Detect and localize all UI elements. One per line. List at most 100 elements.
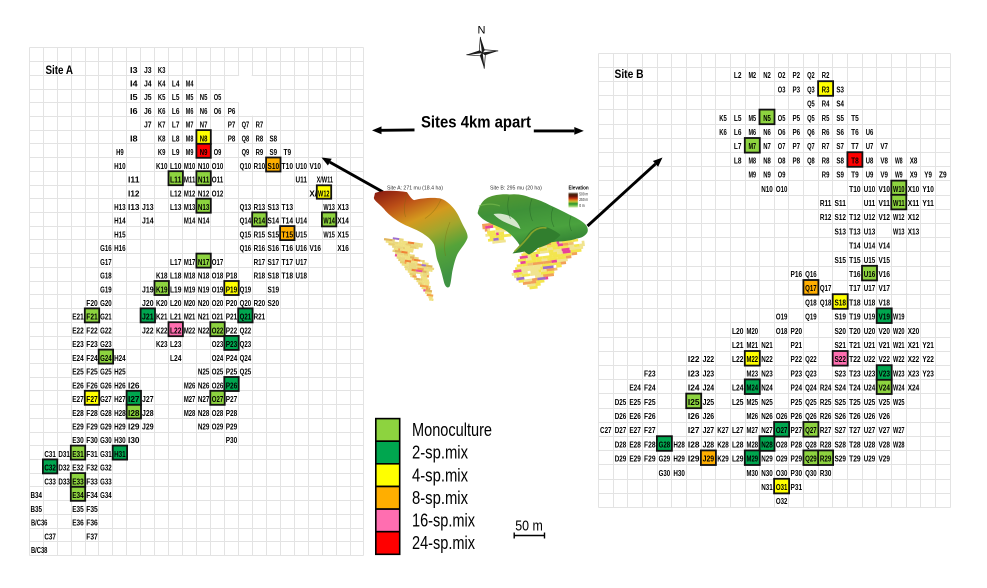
svg-text:M5: M5 (749, 114, 757, 123)
svg-text:E35: E35 (72, 505, 84, 514)
svg-text:T16: T16 (282, 244, 294, 253)
svg-text:T21: T21 (849, 341, 861, 350)
svg-text:B34: B34 (30, 491, 42, 500)
svg-text:V10: V10 (309, 162, 321, 171)
svg-text:S29: S29 (834, 455, 846, 464)
svg-text:I24: I24 (688, 384, 700, 393)
svg-text:J29: J29 (703, 455, 715, 464)
svg-text:F25: F25 (86, 368, 98, 377)
svg-text:2-sp.mix: 2-sp.mix (412, 442, 469, 463)
svg-text:M17: M17 (184, 258, 196, 267)
svg-text:O27: O27 (776, 426, 788, 435)
svg-text:T27: T27 (849, 426, 861, 435)
svg-text:L22: L22 (732, 355, 744, 364)
svg-text:Site B: 295 mu (20 ha): Site B: 295 mu (20 ha) (490, 186, 542, 192)
svg-text:P27: P27 (791, 426, 803, 435)
svg-text:M12: M12 (184, 189, 196, 198)
svg-text:P21: P21 (791, 341, 803, 350)
svg-text:T22: T22 (849, 355, 861, 364)
svg-text:E26: E26 (629, 412, 641, 421)
svg-text:Q8: Q8 (807, 156, 815, 165)
svg-text:U13: U13 (864, 227, 876, 236)
svg-text:R2: R2 (822, 71, 830, 80)
svg-text:M9: M9 (749, 171, 757, 180)
svg-text:F36: F36 (86, 519, 98, 528)
svg-text:V8: V8 (880, 156, 888, 165)
svg-text:R8: R8 (822, 156, 830, 165)
svg-text:F37: F37 (86, 532, 98, 541)
svg-text:O7: O7 (778, 142, 786, 151)
svg-text:S12: S12 (834, 213, 846, 222)
svg-text:I6: I6 (130, 107, 138, 116)
svg-text:O18: O18 (212, 272, 224, 281)
svg-text:U11: U11 (295, 176, 307, 185)
svg-text:P30: P30 (226, 436, 238, 445)
svg-text:F34: F34 (86, 491, 98, 500)
svg-text:O8: O8 (778, 156, 786, 165)
svg-text:G17: G17 (100, 258, 112, 267)
svg-text:R29: R29 (820, 455, 832, 464)
svg-text:M4: M4 (186, 80, 194, 89)
svg-text:K28: K28 (717, 440, 729, 449)
svg-text:J4: J4 (144, 80, 152, 89)
svg-text:S26: S26 (834, 412, 846, 421)
svg-text:O20: O20 (212, 299, 224, 308)
svg-text:L6: L6 (734, 128, 742, 137)
svg-text:H27: H27 (114, 395, 126, 404)
svg-text:P20: P20 (791, 327, 803, 336)
svg-text:R26: R26 (820, 412, 832, 421)
svg-text:R4: R4 (822, 100, 830, 109)
svg-text:Sites 4km apart: Sites 4km apart (421, 114, 531, 132)
svg-text:L2: L2 (734, 71, 742, 80)
svg-text:Q29: Q29 (805, 455, 817, 464)
svg-text:Q9: Q9 (242, 148, 250, 157)
svg-text:L21: L21 (170, 313, 182, 322)
svg-text:Z9: Z9 (939, 171, 947, 180)
svg-text:L7: L7 (734, 142, 742, 151)
svg-text:24-sp.mix: 24-sp.mix (412, 532, 476, 553)
svg-text:N31: N31 (761, 483, 773, 492)
svg-text:R28: R28 (820, 440, 832, 449)
svg-text:F28: F28 (644, 440, 656, 449)
svg-text:P16: P16 (791, 270, 803, 279)
svg-text:H26: H26 (114, 381, 126, 390)
svg-text:N25: N25 (761, 398, 773, 407)
svg-text:T17: T17 (849, 284, 861, 293)
svg-text:U26: U26 (864, 412, 876, 421)
svg-text:M13: M13 (184, 203, 196, 212)
svg-text:P18: P18 (226, 272, 238, 281)
svg-text:J27: J27 (142, 395, 154, 404)
svg-text:O32: O32 (776, 497, 788, 506)
svg-text:S24: S24 (834, 384, 846, 393)
svg-text:F31: F31 (86, 450, 98, 459)
svg-text:X15: X15 (337, 230, 349, 239)
svg-text:P26: P26 (226, 381, 238, 390)
svg-text:S9: S9 (836, 171, 844, 180)
svg-text:J22: J22 (703, 355, 715, 364)
svg-text:O23: O23 (212, 340, 224, 349)
svg-text:X12: X12 (908, 213, 920, 222)
svg-text:F25: F25 (644, 398, 656, 407)
svg-text:N7: N7 (763, 142, 771, 151)
svg-text:J26: J26 (703, 412, 715, 421)
svg-text:I29: I29 (688, 455, 700, 464)
svg-text:S19: S19 (268, 285, 280, 294)
svg-text:Monoculture: Monoculture (412, 419, 492, 440)
svg-text:T8: T8 (851, 156, 859, 165)
svg-text:S13: S13 (834, 227, 846, 236)
svg-text:Q5: Q5 (807, 100, 815, 109)
svg-text:G20: G20 (100, 299, 112, 308)
svg-text:Q10: Q10 (240, 162, 252, 171)
svg-text:N: N (478, 25, 486, 37)
svg-text:M25: M25 (747, 398, 759, 407)
svg-text:B/C38: B/C38 (31, 546, 48, 555)
svg-text:Q25: Q25 (805, 398, 817, 407)
svg-text:G25: G25 (100, 368, 112, 377)
svg-text:L17: L17 (170, 258, 182, 267)
svg-text:D33: D33 (58, 477, 70, 486)
svg-text:O6: O6 (778, 128, 786, 137)
svg-text:K4: K4 (158, 80, 166, 89)
svg-text:O22: O22 (212, 327, 224, 336)
svg-text:N5: N5 (763, 114, 771, 123)
svg-text:U24: U24 (864, 384, 876, 393)
